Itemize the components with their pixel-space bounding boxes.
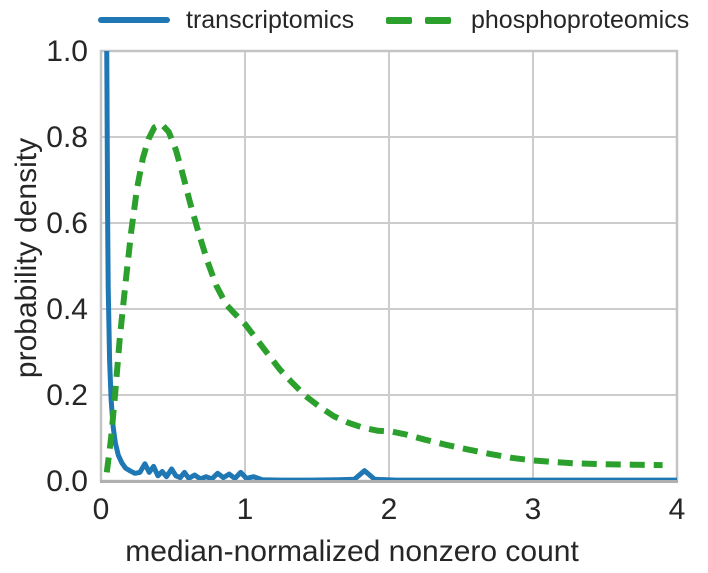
- legend-label-phosphoproteomics: phosphoproteomics: [471, 5, 690, 34]
- y-tick-label: 1.0: [46, 35, 88, 68]
- series-layer: [103, 51, 677, 481]
- y-axis-label: probability density: [10, 138, 43, 378]
- x-tick-label: 1: [237, 493, 254, 526]
- dash-segment: [386, 16, 412, 24]
- grid-layer: [101, 51, 677, 481]
- y-tick-labels: 0.0 0.2 0.4 0.6 0.8 1.0: [46, 35, 88, 498]
- x-tick-label: 4: [669, 493, 686, 526]
- x-tick-label: 0: [93, 493, 110, 526]
- legend: transcriptomics phosphoproteomics: [0, 4, 708, 36]
- x-axis-label: median-normalized nonzero count: [125, 535, 579, 568]
- series-curve-phosphoproteomics: [103, 121, 663, 473]
- dash-segment: [425, 16, 451, 24]
- y-tick-label: 0.2: [46, 379, 88, 412]
- phosphoproteomics-dash-sample: [386, 16, 451, 24]
- y-tick-label: 0.6: [46, 207, 88, 240]
- legend-item-phosphoproteomics: phosphoproteomics: [386, 4, 689, 36]
- x-tick-label: 3: [525, 493, 542, 526]
- legend-item-transcriptomics: transcriptomics: [98, 4, 354, 36]
- transcriptomics-line-sample: [98, 17, 170, 23]
- x-tick-labels: 0 1 2 3 4: [93, 493, 686, 526]
- series-curve-transcriptomics: [104, 51, 677, 481]
- y-tick-label: 0.4: [46, 293, 88, 326]
- x-tick-label: 2: [381, 493, 398, 526]
- y-tick-label: 0.8: [46, 121, 88, 154]
- y-tick-label: 0.0: [46, 465, 88, 498]
- legend-label-transcriptomics: transcriptomics: [186, 5, 355, 34]
